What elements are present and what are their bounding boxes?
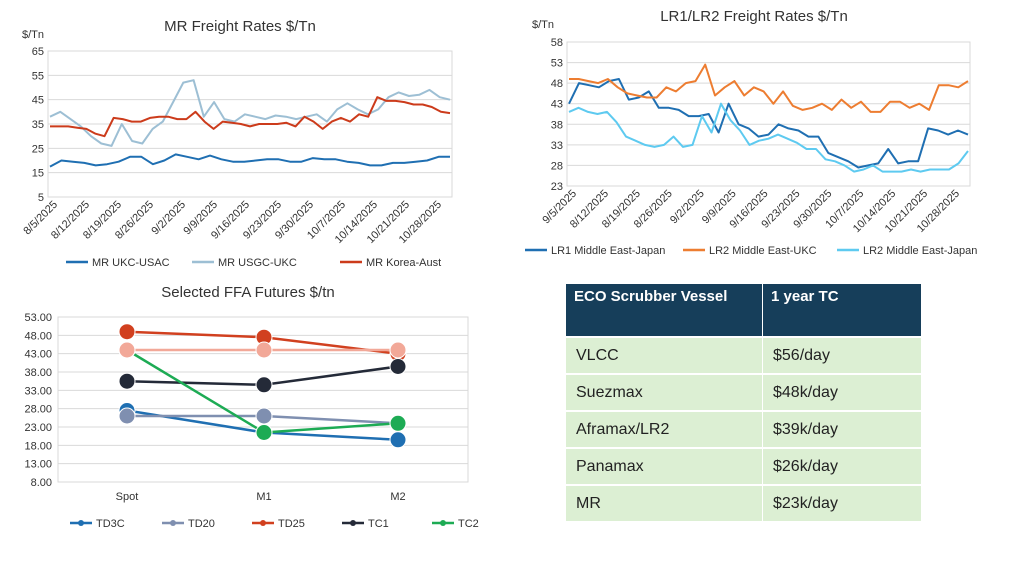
series-line-lr2-middle-east-ukc [569,63,969,113]
y-tick-label: 13.00 [24,459,52,471]
rate-cell: $23k/day [762,484,922,521]
lr-freight-chart: LR1/LR2 Freight Rates $/Tn $/Tn 23 28 33 38… [525,8,977,257]
rate-cell: $39k/day [762,410,922,448]
vessel-cell: VLCC [566,336,763,374]
legend-entry: MR Korea-Aust [366,257,441,269]
y-tick-label: 35 [32,119,44,131]
series-line-lr1-middle-east-japan [568,78,969,169]
legend-entry: LR2 Middle East-Japan [863,245,977,257]
y-tick-label: 25 [32,143,44,155]
y-tick-label: 48 [551,78,563,90]
table-row: Panamax $26k/day [566,447,922,485]
rate-cell: $26k/day [762,447,922,485]
vessel-cell: Aframax/LR2 [566,410,763,448]
legend-entry: TD20 [188,518,215,530]
series-line-lr2-middle-east-japan [568,102,969,173]
data-point [118,323,136,341]
y-tick-label: 65 [32,46,44,58]
legend-entry: TC1 [368,518,389,530]
y-tick-label: 58 [551,37,563,49]
legend-entry: MR UKC-USAC [92,257,170,269]
data-point [118,372,136,390]
y-tick-label: 38.00 [24,367,52,379]
legend-marker [78,520,84,526]
legend-entry: LR1 Middle East-Japan [551,245,665,257]
series-line-mr-korea-aust [50,96,451,138]
x-tick-label: 9/2/2025 [149,199,188,238]
y-tick-label: 5 [38,192,44,204]
table-header-row: ECO Scrubber Vessel 1 year TC [566,284,922,337]
data-point [255,407,273,425]
chart-title: LR1/LR2 Freight Rates $/Tn [660,8,848,25]
y-tick-label: 28 [551,160,563,172]
x-tick-label: 9/2/2025 [668,188,707,227]
y-tick-label: 55 [32,70,44,82]
table-row: Aframax/LR2 $39k/day [566,410,922,448]
y-tick-label: 38 [551,119,563,131]
table-row: Suezmax $48k/day [566,373,922,411]
y-tick-label: 43 [551,99,563,111]
x-tick-label: M1 [256,491,271,503]
series-line-mr-usgc-ukc [49,79,451,147]
data-point [255,424,273,441]
data-point [389,414,407,432]
chart-title: MR Freight Rates $/Tn [164,18,316,35]
legend-entry: TC2 [458,518,479,530]
y-tick-label: 8.00 [31,477,52,489]
vessel-cell: MR [566,484,763,521]
y-tick-label: 18.00 [24,440,52,452]
eco-scrubber-table: ECO Scrubber Vessel 1 year TC VLCC $56/da… [566,284,922,521]
mr-freight-chart: MR Freight Rates $/Tn $/Tn 5 15 25 35 45 55 65… [21,18,453,269]
legend-entry: TD3C [96,518,125,530]
y-tick-label: 23 [551,181,563,193]
y-tick-label: 23.00 [24,422,52,434]
y-tick-label: 15 [32,168,44,180]
legend-marker [440,520,446,526]
y-tick-label: 48.00 [24,330,52,342]
data-point [255,376,273,394]
data-point [118,407,136,425]
y-tick-label: 53.00 [24,312,52,324]
x-tick-label: M2 [390,491,405,503]
data-point [389,341,407,359]
y-tick-label: 33 [551,140,563,152]
vessel-cell: Suezmax [566,373,763,411]
data-point [389,358,407,375]
y-axis-label: $/Tn [532,19,554,31]
legend-marker [170,520,176,526]
chart-title: Selected FFA Futures $/tn [161,284,334,301]
table-row: VLCC $56/day [566,336,922,374]
data-point [255,341,273,359]
plot-area [566,41,971,187]
rate-cell: $56/day [762,336,922,374]
legend-marker [260,520,266,526]
y-tick-label: 45 [32,95,44,107]
x-tick-label: Spot [116,491,139,503]
y-tick-label: 43.00 [24,349,52,361]
series-line-mr-ukc-usac [49,153,450,168]
legend-entry: MR USGC-UKC [218,257,297,269]
table-row: MR $23k/day [566,484,922,521]
y-axis-label: $/Tn [22,29,44,41]
y-tick-label: 33.00 [24,385,52,397]
ffa-futures-chart: Selected FFA Futures $/tn 8.00 13.00 18.00… [24,284,479,530]
legend-entry: TD25 [278,518,305,530]
header-vessel: ECO Scrubber Vessel [566,284,763,337]
header-tc: 1 year TC [762,284,922,337]
data-point [389,431,407,449]
data-point [118,341,136,359]
vessel-cell: Panamax [566,447,763,485]
legend-entry: LR2 Middle East-UKC [709,245,817,257]
legend-marker [350,520,356,526]
y-tick-label: 53 [551,58,563,70]
rate-cell: $48k/day [762,373,922,411]
y-tick-label: 28.00 [24,404,52,416]
